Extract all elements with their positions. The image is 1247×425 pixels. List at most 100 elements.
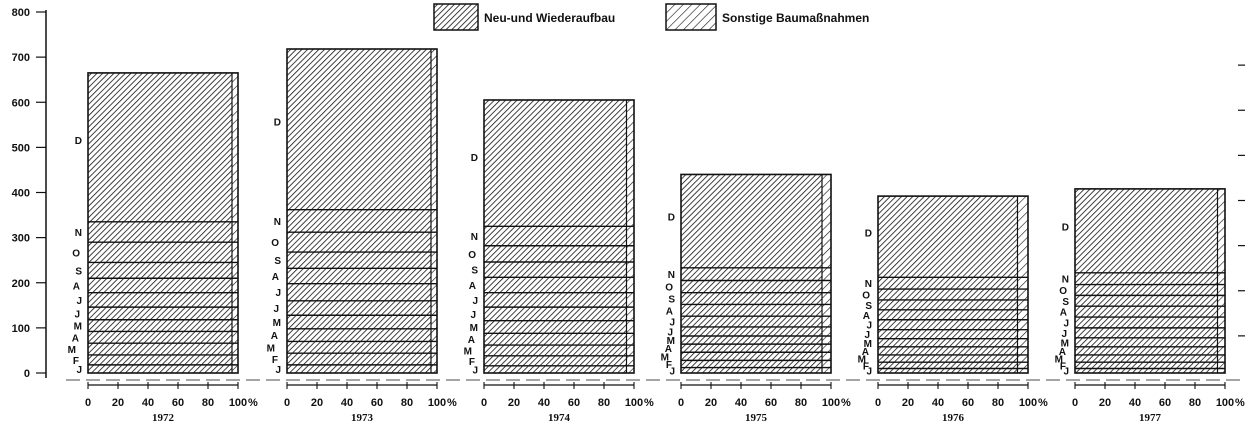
month-label: M — [464, 346, 472, 357]
month-label: J — [866, 321, 872, 332]
x-tick-label: 20 — [705, 397, 717, 409]
month-label: N — [668, 270, 675, 281]
year-label: 1974 — [548, 412, 571, 424]
month-label: S — [668, 295, 675, 306]
month-label: S — [1062, 297, 1069, 308]
month-label: A — [271, 331, 278, 342]
y-tick-label: 700 — [12, 52, 30, 64]
x-unit-label: % — [1038, 397, 1048, 409]
month-label: J — [76, 365, 82, 376]
x-tick-label: 100 — [1216, 397, 1234, 409]
bar-sonstige-segment — [822, 174, 831, 373]
month-label: J — [667, 327, 673, 338]
legend-swatch-neu — [433, 3, 479, 31]
x-unit-label: % — [447, 397, 457, 409]
month-label: A — [468, 335, 475, 346]
year-label: 1977 — [1139, 412, 1162, 424]
bar-sonstige-segment — [232, 72, 238, 373]
x-tick-label: 20 — [902, 397, 914, 409]
x-tick-label: 60 — [765, 397, 777, 409]
bar-sonstige-segment — [1017, 196, 1028, 373]
month-label: J — [866, 367, 872, 378]
month-label: M — [667, 336, 675, 347]
bar-neu-segment — [484, 99, 627, 374]
x-tick-label: 60 — [172, 397, 184, 409]
x-tick-label: 0 — [284, 397, 290, 409]
month-label: M — [267, 343, 275, 354]
x-tick-label: 20 — [508, 397, 520, 409]
x-tick-label: 80 — [202, 397, 214, 409]
x-unit-label: % — [841, 397, 851, 409]
x-tick-label: 0 — [678, 397, 684, 409]
month-label: A — [666, 306, 673, 317]
month-label: O — [271, 238, 279, 249]
month-label: N — [75, 228, 82, 239]
month-label: J — [472, 296, 478, 307]
x-tick-label: 40 — [1129, 397, 1141, 409]
month-label: F — [272, 355, 278, 366]
bar-neu-segment — [1075, 188, 1218, 373]
y-tick-label: 300 — [12, 233, 30, 245]
month-label: O — [72, 248, 80, 259]
y-tick-label: 400 — [12, 188, 30, 200]
month-label: J — [275, 365, 281, 376]
x-tick-label: 20 — [1099, 397, 1111, 409]
x-tick-label: 80 — [992, 397, 1004, 409]
y-axis-ticks: 0 100 200 300 400 500 600 700 800 — [12, 7, 46, 380]
x-tick-label: 100 — [229, 397, 247, 409]
bar-neu-segment — [287, 49, 431, 373]
month-label: M — [74, 322, 82, 333]
month-label: J — [472, 365, 478, 376]
month-label: A — [73, 281, 80, 292]
month-label: A — [469, 281, 476, 292]
y-tick-label: 0 — [24, 368, 30, 380]
x-tick-label: 100 — [625, 397, 643, 409]
month-label: F — [863, 361, 869, 372]
month-label: O — [1059, 286, 1067, 297]
x-tick-label: 60 — [371, 397, 383, 409]
x-tick-label: 20 — [311, 397, 323, 409]
bar-outline — [680, 173, 832, 374]
month-label: N — [274, 217, 281, 228]
y-tick-label: 200 — [12, 278, 30, 290]
month-label: J — [1061, 329, 1067, 340]
month-label: O — [468, 250, 476, 261]
month-label: A — [272, 272, 279, 283]
month-label: J — [1063, 318, 1069, 329]
month-label: A — [72, 333, 79, 344]
month-label: J — [74, 309, 80, 320]
month-label: J — [275, 288, 281, 299]
legend-label-sonstige: Sonstige Baumaßnahmen — [722, 11, 869, 25]
month-label: D — [668, 212, 675, 223]
x-tick-label: 80 — [795, 397, 807, 409]
x-tick-label: 0 — [1072, 397, 1078, 409]
x-tick-label: 100 — [1019, 397, 1037, 409]
month-label: F — [666, 360, 672, 371]
month-label: A — [862, 347, 869, 358]
bar-outline — [483, 99, 635, 374]
legend: Neu-und Wiederaufbau Sonstige Baumaßnahm… — [433, 3, 869, 31]
x-tick-label: 100 — [822, 397, 840, 409]
right-edge-ticks — [1238, 64, 1245, 337]
bar-outline — [286, 48, 438, 374]
x-tick-label: 0 — [875, 397, 881, 409]
x-tick-label: 60 — [1159, 397, 1171, 409]
month-label: F — [73, 356, 79, 367]
month-label: M — [858, 355, 866, 366]
month-label: J — [76, 296, 82, 307]
bar-neu-segment — [878, 196, 1018, 373]
month-label: J — [864, 330, 870, 341]
month-label: S — [75, 266, 82, 277]
x-tick-label: 40 — [538, 397, 550, 409]
month-label: S — [865, 301, 872, 312]
month-label: N — [471, 232, 478, 243]
x-tick-label: 60 — [962, 397, 974, 409]
